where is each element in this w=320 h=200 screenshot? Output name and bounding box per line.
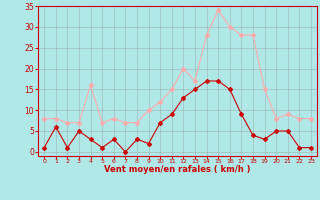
X-axis label: Vent moyen/en rafales ( km/h ): Vent moyen/en rafales ( km/h )	[104, 165, 251, 174]
